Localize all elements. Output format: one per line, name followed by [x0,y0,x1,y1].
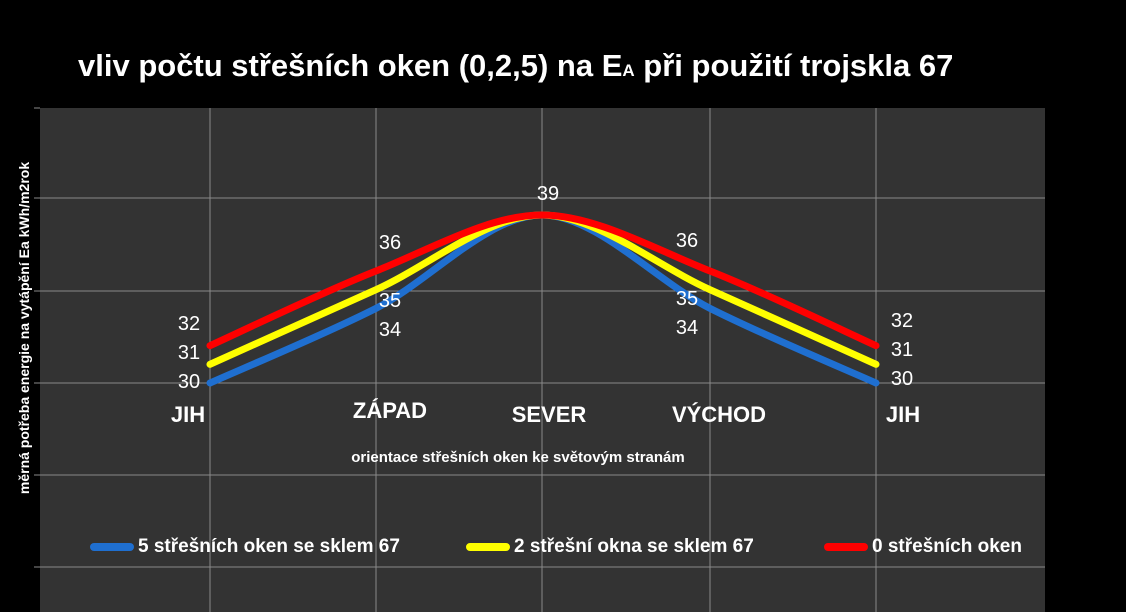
category-label: SEVER [512,402,587,427]
series-lines [206,211,880,387]
data-label: 30 [178,371,200,393]
data-label: 35 [379,290,401,312]
data-label: 32 [891,310,913,332]
legend-label: 5 střešních oken se sklem 67 [138,536,400,557]
legend-item-0-windows: 0 střešních oken [824,536,1022,558]
data-labels: 32 31 30 36 35 34 39 36 35 34 32 31 30 [178,183,913,393]
data-label: 36 [676,230,698,252]
data-label: 34 [676,317,698,339]
legend-swatch [824,543,868,551]
data-label: 34 [379,319,401,341]
chart-title: vliv počtu střešních oken (0,2,5) na EA … [78,48,954,83]
category-label: ZÁPAD [353,398,427,423]
category-label: JIH [886,402,920,427]
data-label: 31 [891,339,913,361]
category-labels: JIH ZÁPAD SEVER VÝCHOD JIH [171,398,920,427]
data-label: 35 [676,288,698,310]
data-label: 31 [178,342,200,364]
data-label: 39 [537,183,559,205]
legend-swatch [90,543,134,551]
legend-label: 2 střešní okna se sklem 67 [514,536,754,557]
data-label: 32 [178,313,200,335]
x-axis-label: orientace střešních oken ke světovým str… [351,449,685,466]
data-label: 30 [891,368,913,390]
category-label: VÝCHOD [672,402,766,427]
legend-item-2-windows: 2 střešní okna se sklem 67 [466,536,754,558]
series-line-0-windows [206,211,880,350]
category-label: JIH [171,402,205,427]
data-label: 36 [379,232,401,254]
legend-swatch [466,543,510,551]
legend-label: 0 střešních oken [872,536,1022,557]
legend-item-5-windows: 5 střešních oken se sklem 67 [90,536,400,558]
